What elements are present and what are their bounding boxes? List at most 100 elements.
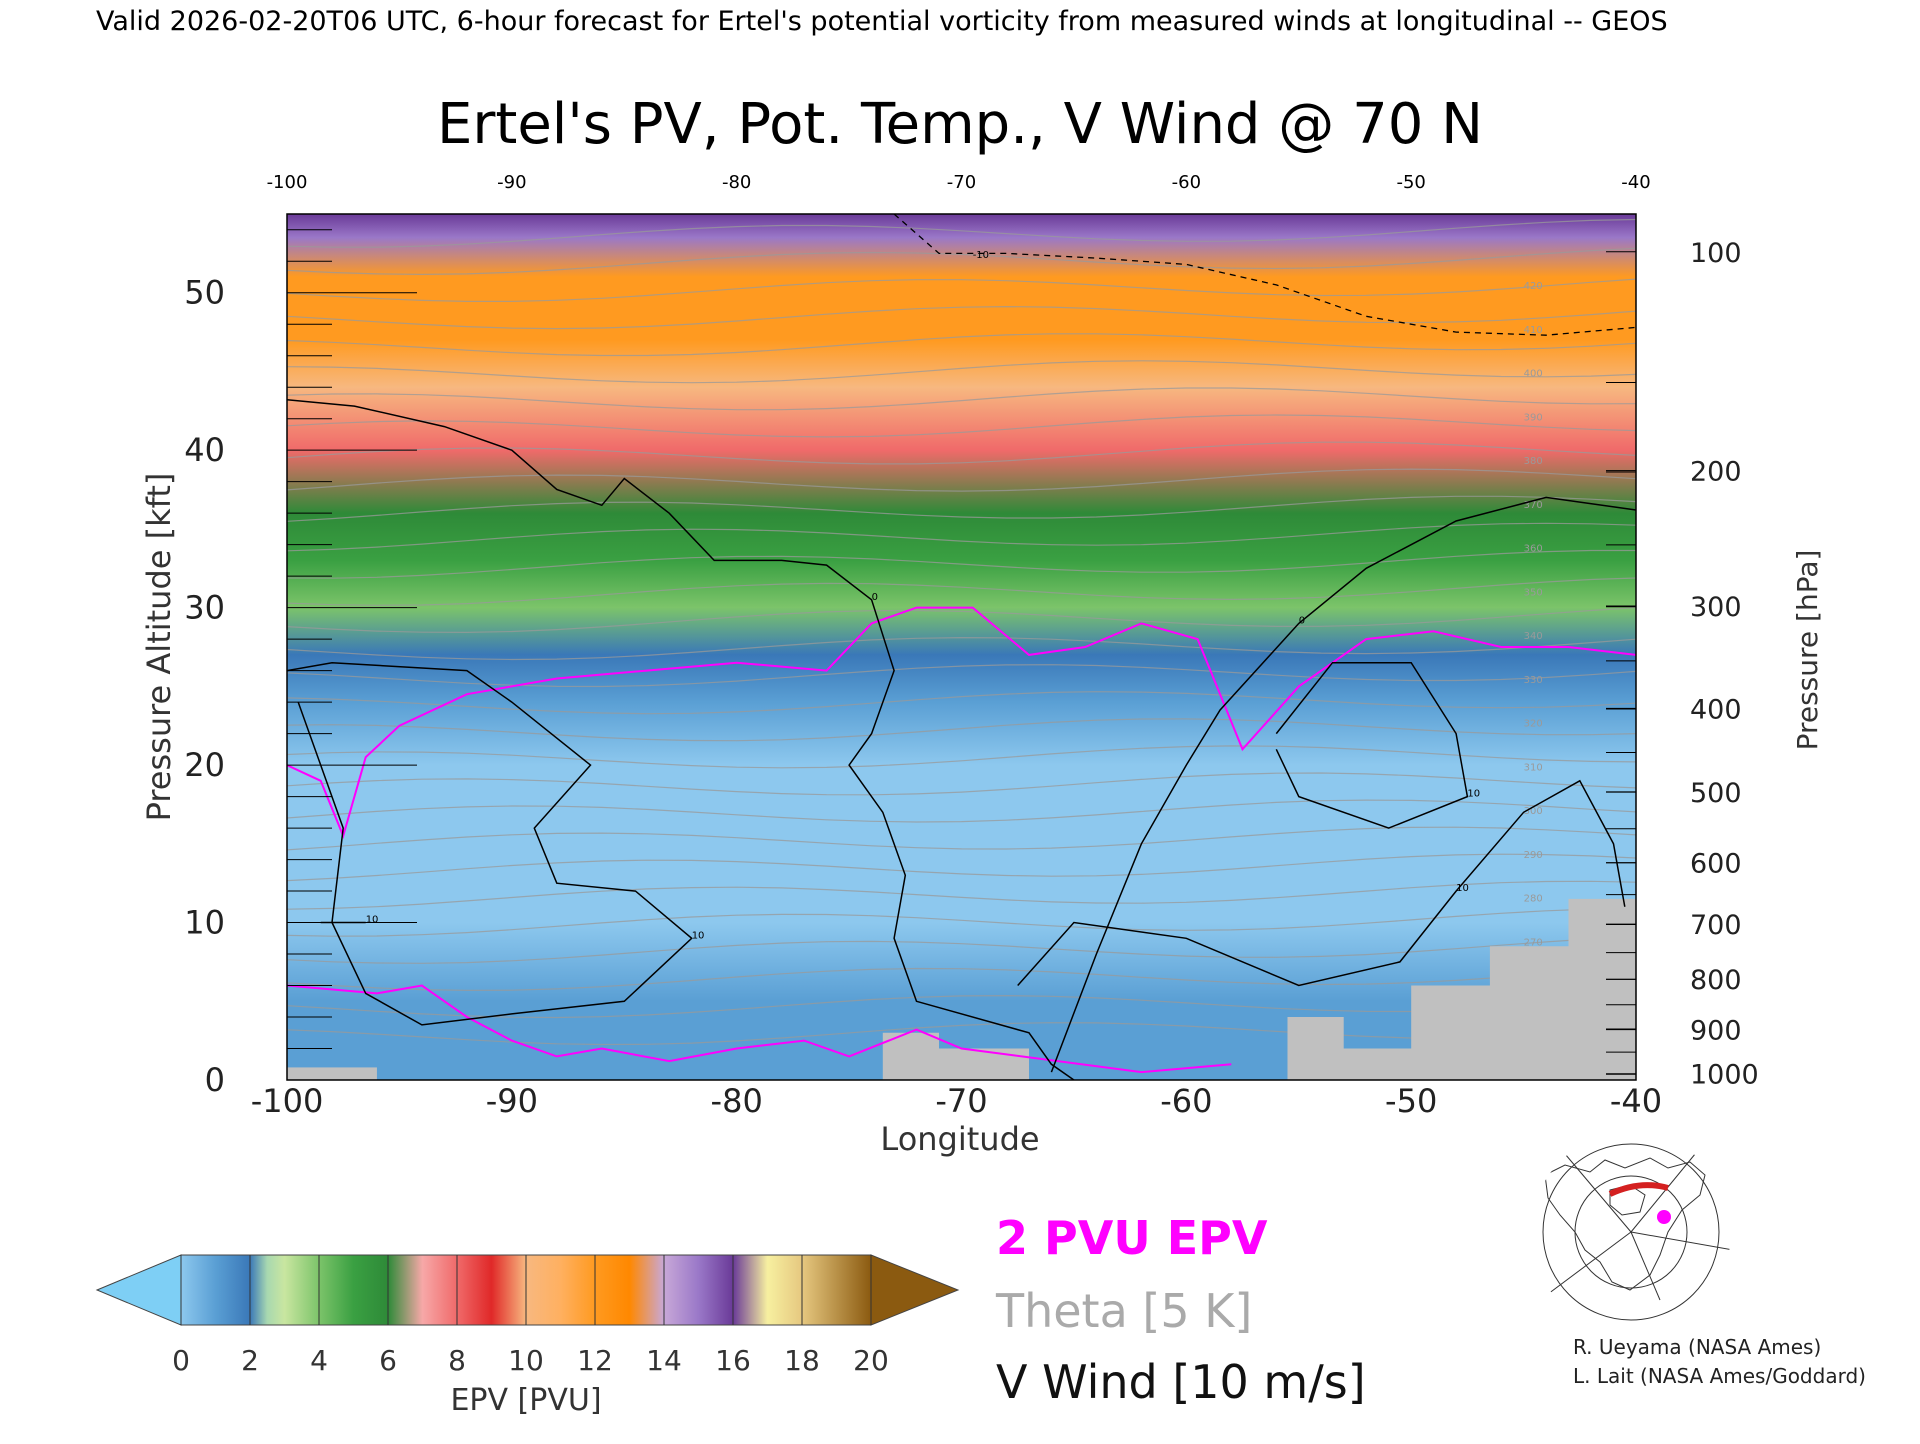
top-axis-tick-label: -60 (1172, 172, 1201, 193)
theta-line (287, 360, 1636, 384)
theta-line (287, 772, 1636, 796)
left-axis-tick-label: 30 (184, 589, 225, 627)
colorbar-tick-label: 14 (646, 1344, 682, 1377)
bottom-axis-tick-label: -80 (711, 1082, 763, 1120)
theta-line (287, 333, 1636, 357)
right-axis-labels: 100 200 300 400 500 600 700 800 900 1000 (1690, 238, 1759, 1091)
theta-label: 410 (1524, 325, 1543, 336)
terrain-mask (287, 898, 1636, 1080)
colorbar-tick-label: 10 (508, 1344, 544, 1377)
bottom-axis-tick-label: -40 (1610, 1082, 1662, 1120)
left-tick-marks (287, 229, 417, 1081)
top-axis-tick-label: -80 (722, 172, 751, 193)
theta-line (287, 718, 1636, 742)
theta-label: 340 (1524, 631, 1543, 642)
terrain-block (882, 898, 1636, 1080)
x-axis-title: Longitude (880, 1120, 1039, 1158)
theta-line (287, 880, 1636, 910)
theta-label: 390 (1524, 412, 1543, 423)
pv2-contour-line (287, 606, 1636, 839)
v-wind-contours: 0 0 10 10 10 10 -10 (287, 214, 1636, 1080)
theta-label: 350 (1524, 587, 1543, 598)
v-wind-contour-line (287, 399, 1075, 1080)
theta-line (287, 522, 1636, 552)
theta-label: 290 (1524, 850, 1543, 861)
legend-pv: 2 PVU EPV (996, 1211, 1268, 1265)
pv2-contours (287, 606, 1636, 1074)
left-axis-tick-label: 40 (184, 431, 225, 469)
theta-line (287, 577, 1636, 606)
theta-line (287, 745, 1636, 769)
left-axis-tick-label: 20 (184, 746, 225, 784)
theta-line (287, 495, 1636, 522)
colorbar-tick-label: 20 (853, 1344, 889, 1377)
left-axis-tick-label: 10 (184, 904, 225, 942)
theta-label: 330 (1524, 675, 1543, 686)
top-axis-tick-label: -40 (1621, 172, 1650, 193)
theta-line (287, 936, 1636, 964)
top-axis-tick-label: -50 (1396, 172, 1425, 193)
theta-label: 310 (1524, 762, 1543, 773)
right-tick-marks (1606, 251, 1636, 1075)
colorbar-tick-label: 6 (379, 1344, 397, 1377)
theta-label: 300 (1524, 806, 1543, 817)
legend-theta: Theta [5 K] (995, 1284, 1252, 1338)
left-axis-tick-label: 0 (205, 1061, 225, 1099)
left-axis-tick-label: 50 (184, 274, 225, 312)
map-meridian (1630, 1231, 1731, 1251)
top-axis-tick-label: -70 (947, 172, 976, 193)
right-axis-tick-label: 800 (1690, 965, 1742, 996)
chart-title: Ertel's PV, Pot. Temp., V Wind @ 70 N (437, 92, 1483, 157)
map-location-marker (1657, 1210, 1671, 1224)
terrain-block (287, 1067, 377, 1080)
right-axis-tick-label: 400 (1690, 694, 1742, 725)
top-axis-labels: -100 -90 -80 -70 -60 -50 -40 (267, 172, 1651, 193)
y-axis-title-right: Pressure [hPa] (1791, 550, 1824, 751)
theta-line (287, 387, 1636, 411)
theta-line (287, 468, 1636, 492)
theta-contours: 2502602702802903003103203303403503603703… (287, 218, 1636, 1046)
theta-label: 370 (1524, 500, 1543, 511)
colorbar-tick-label: 12 (577, 1344, 613, 1377)
theta-label: 280 (1524, 894, 1543, 905)
theta-label: 380 (1524, 456, 1543, 467)
v-wind-contour-label: 0 (1299, 615, 1305, 626)
theta-line (287, 691, 1636, 715)
bottom-axis-labels: -100 -90 -80 -70 -60 -50 -40 (251, 1082, 1662, 1120)
epv-field (287, 214, 1636, 1080)
credit-line-2: L. Lait (NASA Ames/Goddard) (1573, 1364, 1866, 1388)
right-axis-tick-label: 700 (1690, 910, 1742, 941)
right-axis-tick-label: 300 (1690, 592, 1742, 623)
v-wind-contour-line (287, 661, 693, 1026)
theta-line (287, 549, 1636, 579)
theta-line (287, 305, 1636, 330)
v-wind-contour-label: 0 (872, 592, 878, 603)
pv2-contour-line (287, 984, 1232, 1074)
theta-line (287, 218, 1636, 248)
bottom-axis-tick-label: -100 (251, 1082, 324, 1120)
v-wind-contour-label: 10 (366, 915, 379, 926)
v-wind-contour-label: 10 (1456, 883, 1469, 894)
valid-line: Valid 2026-02-20T06 UTC, 6-hour forecast… (96, 6, 1668, 37)
theta-line (287, 799, 1636, 823)
bottom-axis-tick-label: -70 (935, 1082, 987, 1120)
top-axis-tick-label: -90 (497, 172, 526, 193)
bottom-axis-tick-label: -90 (486, 1082, 538, 1120)
bottom-axis-tick-label: -60 (1160, 1082, 1212, 1120)
v-wind-contour-line (1050, 496, 1636, 1073)
colorbar-tick-labels: 0 2 4 6 8 10 12 14 16 18 20 (172, 1344, 889, 1377)
colorbar-over-arrow (870, 1254, 960, 1326)
v-wind-contour-label: 10 (692, 930, 705, 941)
credit-line-1: R. Ueyama (NASA Ames) (1573, 1335, 1821, 1359)
right-axis-tick-label: 600 (1690, 849, 1742, 880)
colorbar-tick-label: 4 (310, 1344, 328, 1377)
theta-line (287, 247, 1636, 276)
colorbar: 0 2 4 6 8 10 12 14 16 18 20 EPV [PVU] (95, 1254, 960, 1418)
map-projection (1539, 1143, 1731, 1321)
bottom-axis-tick-label: -50 (1385, 1082, 1437, 1120)
theta-line (287, 636, 1636, 661)
map-meridian (1559, 1147, 1632, 1233)
colorbar-tick-label: 18 (784, 1344, 820, 1377)
